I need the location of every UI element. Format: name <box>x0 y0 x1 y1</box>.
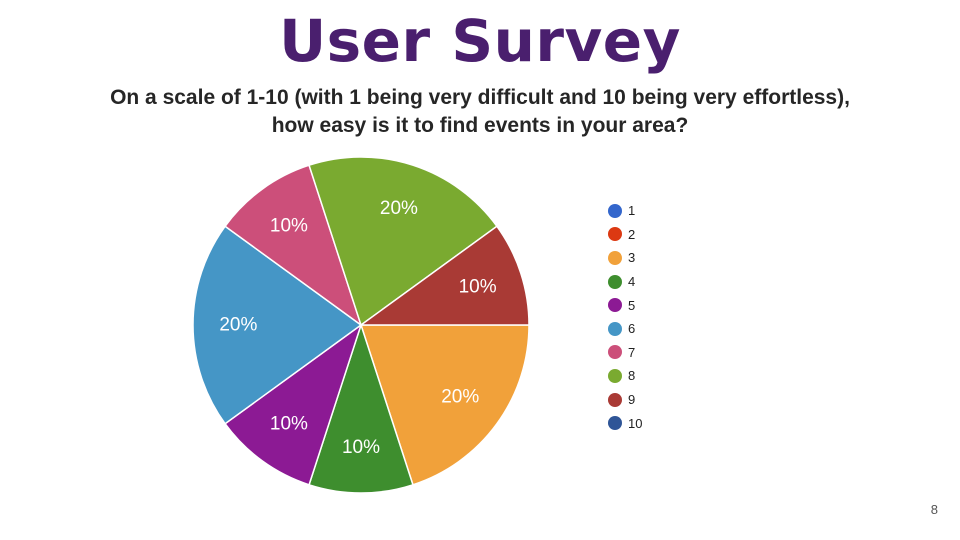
pie-slice-label-5: 10% <box>270 414 308 435</box>
pie-slice-5 <box>224 323 363 486</box>
legend-label-5: 5 <box>628 297 636 313</box>
legend-swatch-9 <box>608 392 622 407</box>
pie-slice-8 <box>308 156 498 327</box>
legend-item-8: 8 <box>608 364 642 388</box>
survey-question-line-1: On a scale of 1-10 (with 1 being very di… <box>110 86 850 109</box>
legend-swatch-10 <box>608 416 622 431</box>
survey-question-line-2: how easy is it to find events in your ar… <box>271 114 689 137</box>
legend-item-10: 10 <box>608 411 642 435</box>
legend-swatch-5 <box>608 298 622 313</box>
legend-item-3: 3 <box>608 246 642 270</box>
pie-slice-label-9: 10% <box>459 277 497 298</box>
legend-label-8: 8 <box>628 368 636 384</box>
legend-label-6: 6 <box>628 321 636 337</box>
slide-title: User Survey <box>279 7 681 75</box>
legend-item-9: 9 <box>608 388 642 412</box>
legend-item-4: 4 <box>608 270 642 294</box>
legend-swatch-7 <box>608 345 622 360</box>
legend-item-7: 7 <box>608 341 642 365</box>
pie-slice-label-8: 20% <box>380 198 418 219</box>
pie-slice-9 <box>358 225 530 326</box>
legend-swatch-6 <box>608 321 622 336</box>
pie-slice-label-7: 10% <box>270 215 308 236</box>
pie-slice-label-4: 10% <box>342 437 380 458</box>
legend-label-10: 10 <box>628 415 643 431</box>
legend-item-2: 2 <box>608 223 642 247</box>
legend-swatch-2 <box>608 227 622 242</box>
legend-item-1: 1 <box>608 199 642 223</box>
legend-swatch-4 <box>608 274 622 289</box>
pie-slice-6 <box>192 225 363 425</box>
legend-item-5: 5 <box>608 293 642 317</box>
legend-swatch-1 <box>608 203 622 218</box>
legend-label-9: 9 <box>628 392 636 408</box>
pie-slice-label-3: 20% <box>441 387 479 408</box>
legend-label-4: 4 <box>628 274 636 290</box>
survey-question: On a scale of 1-10 (with 1 being very di… <box>40 84 920 140</box>
legend-label-3: 3 <box>628 250 636 266</box>
chart-legend: 1 2 3 4 5 6 7 8 9 10 <box>608 199 642 435</box>
page-number: 8 <box>930 502 938 517</box>
legend-item-6: 6 <box>608 317 642 341</box>
legend-swatch-3 <box>608 250 622 265</box>
legend-label-2: 2 <box>628 226 636 242</box>
legend-label-7: 7 <box>628 344 636 360</box>
pie-slice-label-6: 20% <box>219 315 257 336</box>
pie-slice-4 <box>308 322 414 494</box>
pie-slice-3 <box>359 324 530 486</box>
legend-label-1: 1 <box>628 203 636 219</box>
legend-swatch-8 <box>608 368 622 383</box>
pie-slice-7 <box>224 164 363 327</box>
